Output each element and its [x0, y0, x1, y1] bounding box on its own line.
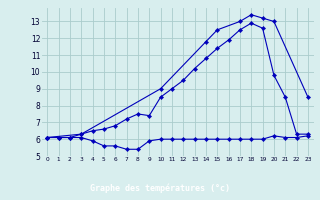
Text: Graphe des températures (°c): Graphe des températures (°c)	[90, 184, 230, 193]
